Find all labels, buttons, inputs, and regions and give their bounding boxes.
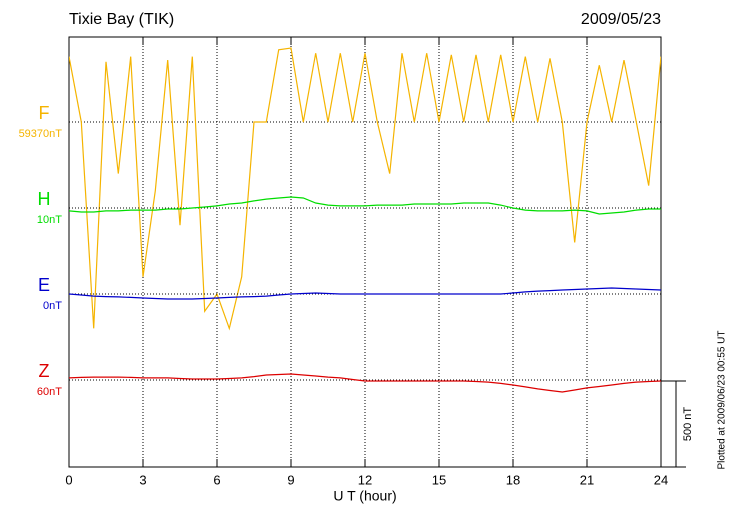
plot-note: Plotted at 2009/06/23 00:55 UT [717, 331, 728, 470]
base-label: 59370nT [19, 128, 63, 140]
x-tick-label: 24 [654, 472, 668, 487]
plot-frame [68, 36, 662, 468]
x-tick-label: 6 [213, 472, 220, 487]
series-line [69, 373, 661, 393]
x-tick-label: 3 [139, 472, 146, 487]
series-line [69, 47, 661, 331]
x-tick-label: 9 [287, 472, 294, 487]
chart-date: 2009/05/23 [581, 11, 661, 28]
series-name: Z [39, 361, 50, 381]
series-line [69, 196, 661, 215]
x-tick-label: 18 [506, 472, 520, 487]
series-name: E [38, 275, 50, 295]
x-tick-label: 12 [358, 472, 372, 487]
series-name: F [39, 103, 50, 123]
scale-label: 500 nT [682, 407, 694, 442]
x-tick-label: 21 [580, 472, 594, 487]
x-tick-label: 0 [65, 472, 72, 487]
x-axis-label: U T (hour) [333, 488, 396, 504]
x-tick-label: 15 [432, 472, 446, 487]
chart-title: Tixie Bay (TIK) [69, 11, 174, 28]
base-label: 0nT [43, 300, 62, 312]
base-label: 60nT [37, 386, 62, 398]
base-label: 10nT [37, 214, 62, 226]
series-name: H [38, 189, 51, 209]
series-line [69, 287, 661, 300]
